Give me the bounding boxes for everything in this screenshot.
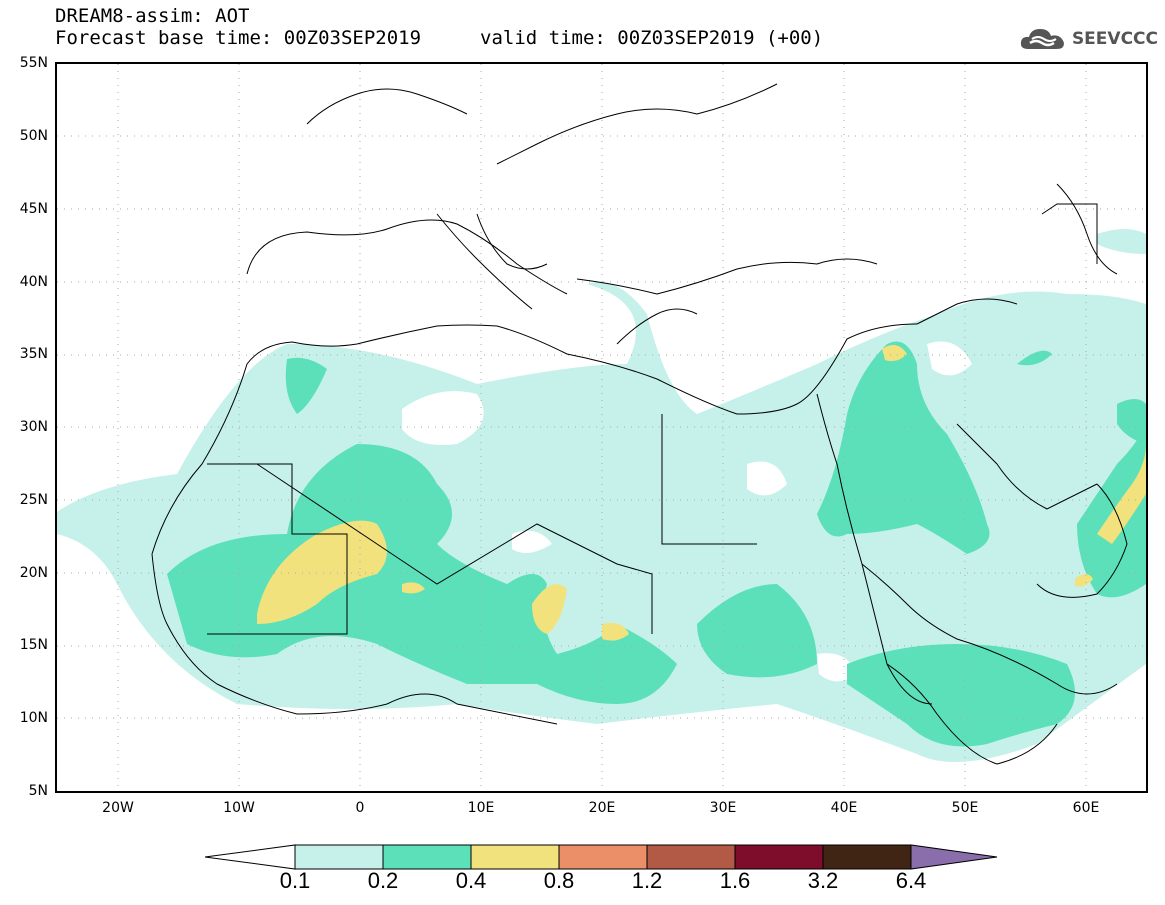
colorbar [205, 844, 998, 870]
aot-field-map [57, 64, 1146, 791]
colorbar-swatch [470, 844, 560, 870]
lat-label: 25N [19, 492, 48, 508]
colorbar-label: 1.2 [631, 868, 663, 893]
colorbar-low-arrow [205, 844, 296, 870]
colorbar-swatch [822, 844, 912, 870]
colorbar-label: 0.1 [279, 868, 311, 893]
colorbar-swatch [558, 844, 648, 870]
lon-label: 20E [588, 800, 616, 816]
lon-label: 10E [467, 800, 495, 816]
valid-time: valid time: 00Z03SEP2019 (+00) [480, 27, 824, 49]
lat-label: 35N [19, 346, 48, 362]
cloud-icon [1020, 29, 1064, 49]
logo-text: SEEVCCC [1071, 29, 1158, 49]
lat-label: 5N [28, 783, 48, 799]
colorbar-label: 0.4 [455, 868, 487, 893]
colorbar-swatch [294, 844, 384, 870]
lat-label: 40N [19, 274, 48, 290]
lat-label: 15N [19, 637, 48, 653]
lat-label: 10N [19, 710, 48, 726]
aot-band-below-0.1 [402, 341, 972, 682]
seevccc-logo: SEEVCCC [1018, 24, 1158, 54]
coastlines-borders [151, 83, 1128, 765]
colorbar-swatch [646, 844, 736, 870]
colorbar-label: 6.4 [895, 868, 927, 893]
lon-label: 50E [951, 800, 979, 816]
lon-label: 30E [709, 800, 737, 816]
colorbar-swatch [734, 844, 824, 870]
lat-label: 30N [19, 419, 48, 435]
aot-band-0.4 [257, 345, 1146, 641]
lon-label: 0 [355, 800, 365, 816]
colorbar-label: 3.2 [807, 868, 839, 893]
lat-label: 20N [19, 565, 48, 581]
lat-label: 55N [19, 55, 48, 71]
map-title: DREAM8-assim: AOT [55, 5, 250, 27]
colorbar-label: 0.2 [367, 868, 399, 893]
colorbar-swatch [382, 844, 472, 870]
lat-label: 50N [19, 128, 48, 144]
forecast-base-time: Forecast base time: 00Z03SEP2019 [55, 27, 422, 49]
lon-label: 20W [102, 800, 134, 816]
colorbar-high-arrow [910, 844, 998, 870]
colorbar-label: 0.8 [543, 868, 575, 893]
colorbar-label: 1.6 [719, 868, 751, 893]
lat-label: 45N [19, 201, 48, 217]
map-panel[interactable] [55, 62, 1148, 793]
lon-label: 40E [830, 800, 858, 816]
lon-label: 10W [223, 800, 255, 816]
lon-label: 60E [1072, 800, 1100, 816]
